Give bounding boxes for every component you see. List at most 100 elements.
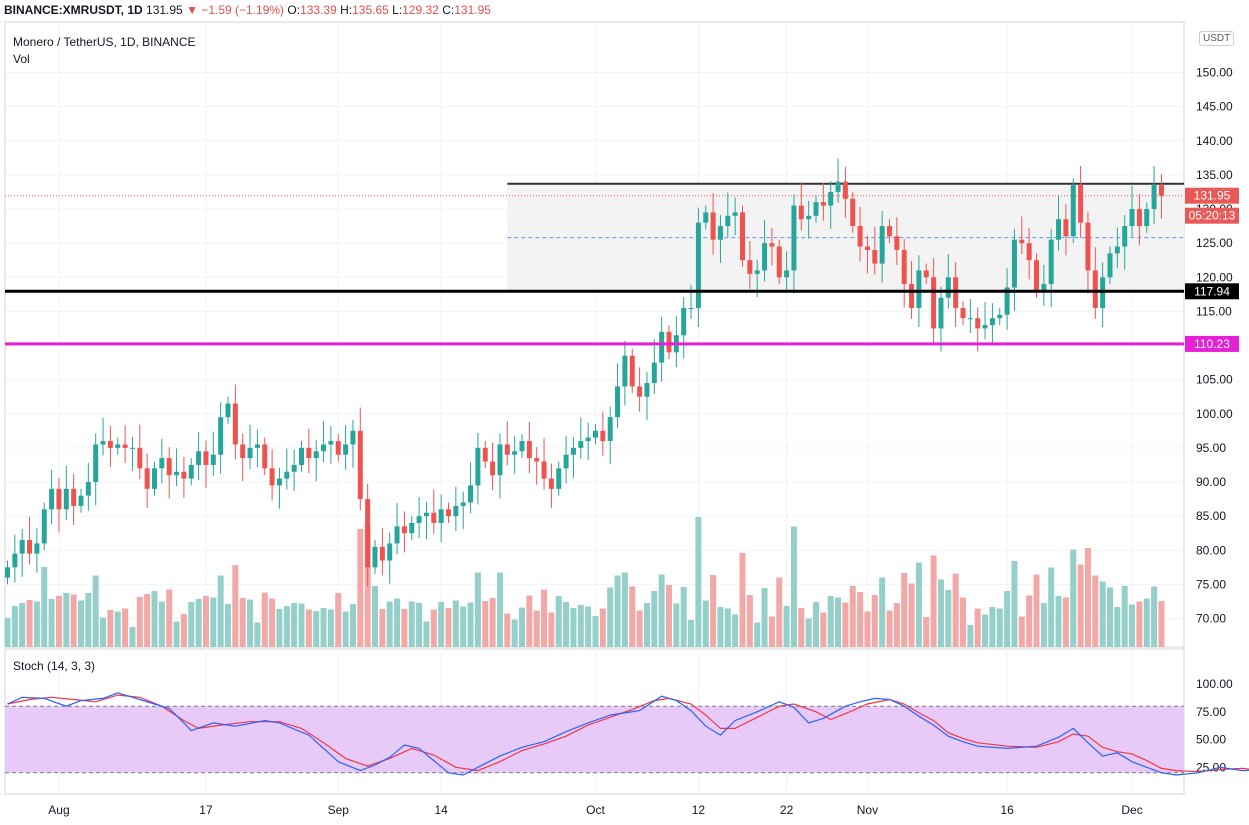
volume-bar xyxy=(805,618,812,647)
candle-body xyxy=(1041,284,1047,291)
candle-body xyxy=(901,249,907,285)
candle-body xyxy=(519,441,525,452)
candle-body xyxy=(835,181,841,192)
volume-bar xyxy=(982,614,989,647)
candle-body xyxy=(232,403,238,445)
volume-bar xyxy=(48,599,55,647)
candle-body xyxy=(1019,239,1025,244)
candle-body xyxy=(717,226,723,240)
candle-body xyxy=(166,458,172,476)
volume-bar xyxy=(577,605,584,647)
currency-unit-button[interactable]: USDT xyxy=(1199,31,1235,46)
candle-body xyxy=(1114,246,1120,254)
volume-bar xyxy=(107,610,114,647)
candle-body xyxy=(725,215,731,227)
volume-bar xyxy=(489,598,496,647)
stoch-legend[interactable]: Stoch (14, 3, 3) xyxy=(13,659,96,673)
volume-bar xyxy=(225,604,231,647)
price-tick-label: 150.00 xyxy=(1196,66,1233,80)
volume-bar xyxy=(33,601,40,647)
volume-bar xyxy=(1151,586,1158,647)
volume-bar xyxy=(364,526,371,647)
time-tick-label: 17 xyxy=(199,803,213,817)
volume-bar xyxy=(658,574,665,647)
volume-bar xyxy=(4,618,11,647)
volume-bar xyxy=(901,573,908,647)
candle-body xyxy=(438,509,444,523)
volume-bar xyxy=(239,598,246,647)
candle-body xyxy=(828,191,834,206)
candle-body xyxy=(938,297,944,329)
volume-bar xyxy=(19,603,26,647)
volume-bar xyxy=(989,607,996,647)
candle-body xyxy=(776,246,782,278)
countdown-tag-bg xyxy=(1185,207,1239,224)
volume-bar xyxy=(827,596,834,647)
volume-bar xyxy=(570,608,577,647)
volume-bar xyxy=(269,598,276,647)
candle-body xyxy=(262,444,268,469)
volume-bar xyxy=(342,611,349,647)
volume-bar xyxy=(180,614,187,647)
volume-bar xyxy=(423,621,430,647)
volume-bar xyxy=(761,588,768,647)
volume-bar xyxy=(1129,604,1136,647)
volume-bar xyxy=(313,611,320,647)
volume-bar xyxy=(945,590,952,647)
candle-body xyxy=(864,246,870,250)
price-tick-label: 70.00 xyxy=(1196,612,1226,626)
candle-body xyxy=(321,444,327,452)
candle-body xyxy=(482,447,488,462)
candle-body xyxy=(541,461,547,479)
price-tick-label: 105.00 xyxy=(1196,373,1233,387)
volume-bar xyxy=(261,592,268,647)
candle-body xyxy=(1004,287,1010,315)
candle-body xyxy=(56,488,62,510)
candle-body xyxy=(1136,209,1142,227)
volume-bar xyxy=(202,596,209,647)
level-a-tag-bg xyxy=(1185,283,1239,300)
volume-bar xyxy=(879,577,886,647)
candle-body xyxy=(982,325,988,329)
volume-bar xyxy=(496,572,503,647)
candle-body xyxy=(798,205,804,220)
volume-bar xyxy=(592,616,599,647)
candle-body xyxy=(78,495,84,506)
volume-bar xyxy=(1055,596,1062,647)
candle-body xyxy=(703,212,709,223)
volume-bar xyxy=(372,586,378,647)
volume-bar xyxy=(820,612,827,647)
volume-bar xyxy=(416,603,423,647)
open-label: O: xyxy=(287,3,301,17)
time-tick-label: Sep xyxy=(328,803,350,817)
volume-bar xyxy=(1136,601,1143,647)
candle-body xyxy=(1144,209,1150,227)
volume-bar xyxy=(1084,548,1091,647)
volume-bar xyxy=(688,620,695,647)
candle-body xyxy=(1056,219,1062,240)
volume-bar xyxy=(276,609,283,647)
volume-legend[interactable]: Vol xyxy=(13,52,30,66)
candle-body xyxy=(453,505,459,517)
candle-body xyxy=(460,502,466,506)
candle-body xyxy=(210,454,216,465)
candle-body xyxy=(504,444,510,455)
candle-body xyxy=(975,318,981,329)
candle-body xyxy=(41,509,47,544)
candle-body xyxy=(1078,185,1084,223)
candle-body xyxy=(578,441,584,448)
candle-body xyxy=(1092,270,1098,308)
volume-bar xyxy=(754,622,761,647)
volume-bar xyxy=(783,606,790,647)
volume-bar xyxy=(1011,561,1018,647)
price-change: −1.59 (−1.19%) xyxy=(201,3,285,17)
price-tick-label: 95.00 xyxy=(1196,441,1226,455)
price-tick-label: 115.00 xyxy=(1196,304,1232,318)
candle-body xyxy=(188,464,194,479)
candle-body xyxy=(526,441,532,459)
stoch-tick-label: 100.00 xyxy=(1196,677,1233,691)
volume-bar xyxy=(188,602,195,647)
volume-bar xyxy=(136,597,143,647)
volume-bar xyxy=(519,607,525,647)
volume-bar xyxy=(695,517,702,647)
